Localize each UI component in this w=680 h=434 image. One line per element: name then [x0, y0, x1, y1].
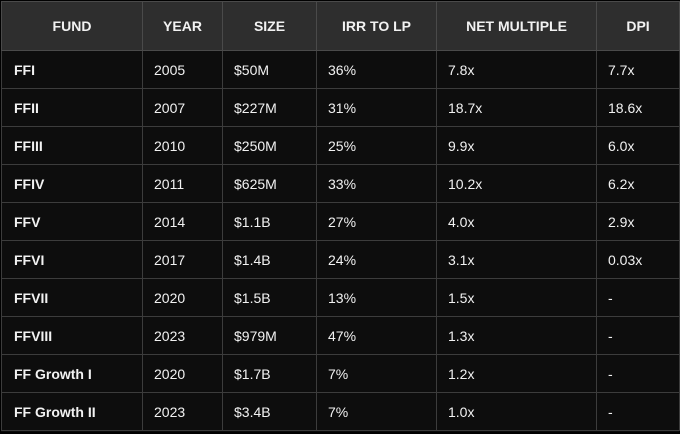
- table-row: FF Growth II 2023 $3.4B 7% 1.0x -: [1, 392, 680, 431]
- table-cell: 18.6x: [596, 88, 680, 127]
- table-cell: 7%: [316, 392, 437, 431]
- fund-name-cell: FF Growth II: [1, 392, 143, 431]
- fund-name-cell: FFII: [1, 88, 143, 127]
- table-cell: 1.2x: [436, 354, 597, 393]
- header-cell: IRR TO LP: [316, 1, 437, 51]
- table-row: FFVI 2017 $1.4B 24% 3.1x 0.03x: [1, 240, 680, 279]
- table-cell: 2014: [142, 202, 223, 241]
- header-cell: YEAR: [142, 1, 223, 51]
- table-cell: 7.8x: [436, 50, 597, 89]
- table-cell: 1.0x: [436, 392, 597, 431]
- table-cell: 1.5x: [436, 278, 597, 317]
- table-cell: $1.4B: [222, 240, 317, 279]
- table-cell: 2023: [142, 316, 223, 355]
- table-cell: 4.0x: [436, 202, 597, 241]
- table-cell: 47%: [316, 316, 437, 355]
- table-cell: 33%: [316, 164, 437, 203]
- table-cell: $1.1B: [222, 202, 317, 241]
- table-cell: 2023: [142, 392, 223, 431]
- table-row: FFIII 2010 $250M 25% 9.9x 6.0x: [1, 126, 680, 165]
- table-cell: 7%: [316, 354, 437, 393]
- table-cell: 18.7x: [436, 88, 597, 127]
- table-cell: -: [596, 354, 680, 393]
- table-cell: $227M: [222, 88, 317, 127]
- table-cell: 24%: [316, 240, 437, 279]
- table-cell: 31%: [316, 88, 437, 127]
- fund-name-cell: FFIV: [1, 164, 143, 203]
- table-cell: 6.2x: [596, 164, 680, 203]
- table-cell: 1.3x: [436, 316, 597, 355]
- table-row: FFII 2007 $227M 31% 18.7x 18.6x: [1, 88, 680, 127]
- table-cell: 2007: [142, 88, 223, 127]
- table-cell: -: [596, 316, 680, 355]
- table-cell: 13%: [316, 278, 437, 317]
- table-cell: 2017: [142, 240, 223, 279]
- fund-name-cell: FFIII: [1, 126, 143, 165]
- table-cell: 7.7x: [596, 50, 680, 89]
- fund-name-cell: FFI: [1, 50, 143, 89]
- header-row: FUND YEAR SIZE IRR TO LP NET MULTIPLE DPI: [1, 1, 680, 51]
- fund-name-cell: FFV: [1, 202, 143, 241]
- table-row: FFVIII 2023 $979M 47% 1.3x -: [1, 316, 680, 355]
- table-cell: $1.5B: [222, 278, 317, 317]
- table-cell: $50M: [222, 50, 317, 89]
- table-cell: $979M: [222, 316, 317, 355]
- table-cell: 2010: [142, 126, 223, 165]
- table-cell: 2020: [142, 278, 223, 317]
- table-cell: 2005: [142, 50, 223, 89]
- table-cell: 2020: [142, 354, 223, 393]
- table-cell: $3.4B: [222, 392, 317, 431]
- header-cell: FUND: [1, 1, 143, 51]
- table-cell: 2011: [142, 164, 223, 203]
- table-cell: 36%: [316, 50, 437, 89]
- table-cell: -: [596, 278, 680, 317]
- table-cell: 10.2x: [436, 164, 597, 203]
- table-cell: -: [596, 392, 680, 431]
- fund-name-cell: FFVII: [1, 278, 143, 317]
- header-cell: SIZE: [222, 1, 317, 51]
- header-cell: DPI: [596, 1, 680, 51]
- table-cell: 9.9x: [436, 126, 597, 165]
- fund-name-cell: FFVIII: [1, 316, 143, 355]
- table-row: FFIV 2011 $625M 33% 10.2x 6.2x: [1, 164, 680, 203]
- table-cell: 27%: [316, 202, 437, 241]
- table-cell: 0.03x: [596, 240, 680, 279]
- table-cell: 3.1x: [436, 240, 597, 279]
- fund-name-cell: FF Growth I: [1, 354, 143, 393]
- table-body: FFI 2005 $50M 36% 7.8x 7.7x FFII 2007 $227M 31% 18…: [1, 50, 680, 431]
- table-cell: 2.9x: [596, 202, 680, 241]
- table-row: FF Growth I 2020 $1.7B 7% 1.2x -: [1, 354, 680, 393]
- table-cell: 25%: [316, 126, 437, 165]
- table-cell: $1.7B: [222, 354, 317, 393]
- table-cell: $250M: [222, 126, 317, 165]
- table-row: FFV 2014 $1.1B 27% 4.0x 2.9x: [1, 202, 680, 241]
- table-cell: 6.0x: [596, 126, 680, 165]
- table-row: FFI 2005 $50M 36% 7.8x 7.7x: [1, 50, 680, 89]
- table-row: FFVII 2020 $1.5B 13% 1.5x -: [1, 278, 680, 317]
- header-cell: NET MULTIPLE: [436, 1, 597, 51]
- table-cell: $625M: [222, 164, 317, 203]
- fund-name-cell: FFVI: [1, 240, 143, 279]
